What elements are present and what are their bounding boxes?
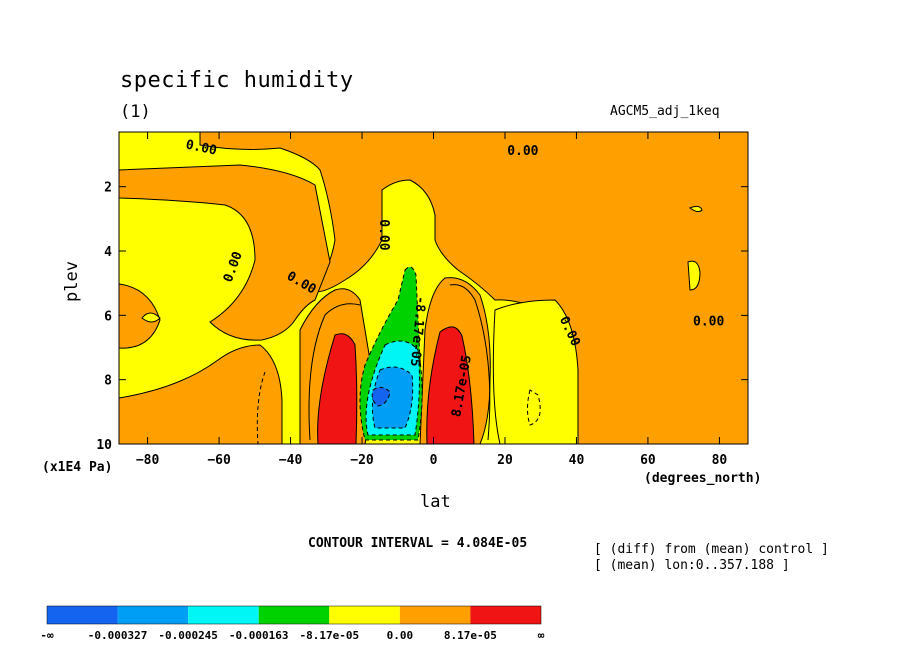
chart-title: specific humidity: [120, 68, 354, 93]
field-region-orange-left-lobe: [119, 283, 161, 349]
colorbar-label: ∞: [538, 629, 545, 642]
colorbar-label: -0.000163: [229, 629, 289, 642]
y-axis-label: plev: [62, 261, 82, 302]
colorbar-swatch: [470, 606, 541, 624]
x-tick-label: 60: [640, 453, 656, 468]
y-tick-label: 8: [104, 374, 112, 389]
colorbar-label: -∞: [40, 629, 54, 642]
note-mean: [ (mean) lon:0..357.188 ]: [594, 558, 790, 573]
contour-line-inner: [308, 303, 361, 441]
x-axis: −80 −60 −40 −20 0 20 40 60 80: [136, 132, 728, 468]
y-tick-label: 10: [96, 438, 112, 453]
colorbar-label: -8.17e-05: [299, 629, 359, 642]
colorbar-swatch: [188, 606, 259, 624]
contour-interval: CONTOUR INTERVAL = 4.084E-05: [308, 536, 528, 551]
y-tick-label: 6: [104, 309, 112, 324]
x-tick-label: 40: [569, 453, 585, 468]
contour-line-inner-2: [449, 284, 491, 441]
colorbar-label: 0.00: [387, 629, 414, 642]
colorbar-frame: [46, 605, 542, 625]
x-tick-label: −20: [350, 453, 374, 468]
colorbar-label: -0.000327: [88, 629, 148, 642]
colorbar-swatch: [329, 606, 400, 624]
colorbar-swatch: [399, 606, 471, 624]
field-region-orange-top: [199, 132, 748, 444]
contour-label: 0.00: [184, 137, 218, 158]
contour-line-right-dashed: [527, 389, 541, 426]
y-tick-label: 4: [104, 245, 112, 260]
field-region-orange-left: [119, 164, 331, 341]
x-axis-units: (degrees_north): [644, 471, 762, 486]
field-region-red-right: [426, 326, 475, 444]
field-region-yellow-left-small: [141, 312, 161, 323]
contour-label: 0.00: [693, 314, 724, 329]
field-region-yellow-right: [492, 299, 579, 444]
chart-subtitle-left: (1): [120, 102, 151, 122]
field-region-orange-left-low: [119, 344, 283, 444]
field-region-darkblue: [371, 386, 391, 407]
contour-label: 0.00: [376, 219, 391, 250]
field-region-yellow-right-small: [687, 260, 701, 291]
y-axis-units: (x1E4 Pa): [42, 460, 113, 475]
contour-label: 0.00: [507, 144, 538, 159]
x-tick-label: 20: [497, 453, 513, 468]
y-axis: 2 4 6 8 10: [96, 181, 748, 453]
field-region-lightblue: [371, 366, 414, 429]
colorbar-swatch: [117, 606, 189, 624]
field-region-yellow-upper-right: [688, 205, 703, 213]
colorbar-label: 8.17e-05: [444, 629, 497, 642]
field-region-red-left: [317, 333, 358, 444]
x-tick-label: −40: [279, 453, 303, 468]
note-diff: [ (diff) from (mean) control ]: [594, 542, 829, 557]
x-tick-label: −80: [136, 453, 160, 468]
x-tick-label: −60: [207, 453, 231, 468]
x-tick-label: 0: [430, 453, 438, 468]
y-tick-label: 2: [104, 181, 112, 196]
contour-line-left-dashed: [256, 371, 266, 444]
contour-field: [119, 132, 748, 444]
x-axis-label: lat: [420, 492, 451, 512]
contour-label: -8.17e-05: [407, 296, 428, 367]
colorbar-swatch: [258, 606, 330, 624]
colorbar: -∞ -0.000327 -0.000245 -0.000163 -8.17e-05 0.…: [40, 605, 545, 642]
chart-subtitle-right: AGCM5_adj_1keq: [610, 104, 720, 119]
colorbar-swatch: [47, 606, 118, 624]
colorbar-label: -0.000245: [158, 629, 218, 642]
x-tick-label: 80: [712, 453, 728, 468]
